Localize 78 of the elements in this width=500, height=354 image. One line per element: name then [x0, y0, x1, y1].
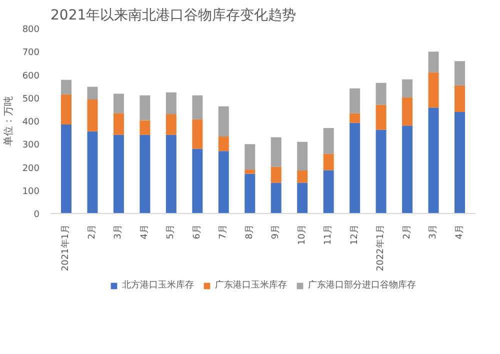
x-tick-label: 4月	[454, 224, 465, 240]
bar	[402, 126, 413, 214]
bar	[218, 106, 229, 136]
x-tick-label: 5月	[166, 224, 176, 240]
bar	[428, 52, 439, 72]
bar	[376, 130, 386, 214]
x-tick-label: 12月	[350, 224, 360, 245]
bar	[350, 122, 360, 214]
bar	[192, 95, 203, 120]
bar	[166, 114, 176, 135]
bar	[454, 85, 466, 112]
bar	[60, 124, 72, 214]
bar	[402, 79, 413, 98]
bar	[244, 144, 256, 170]
bar	[218, 151, 229, 214]
bar	[192, 119, 203, 149]
bar	[454, 61, 466, 86]
x-tick-label: 2022年1月	[375, 224, 386, 272]
y-axis-title: 单位：万吨	[2, 96, 14, 146]
bar	[297, 170, 308, 183]
x-tick-label: 6月	[192, 224, 202, 240]
x-tick-label: 11月	[324, 224, 334, 245]
bar	[192, 148, 203, 214]
bar	[140, 95, 150, 120]
bar	[113, 134, 124, 214]
x-tick-label: 4月	[140, 224, 150, 240]
bar	[87, 131, 98, 214]
bar	[323, 128, 334, 154]
y-tick-label: 800	[22, 25, 40, 35]
bar	[87, 99, 98, 132]
bar	[218, 136, 229, 152]
y-tick-label: 500	[22, 94, 40, 104]
y-tick-label: 600	[22, 71, 40, 82]
bar	[454, 112, 466, 214]
bar	[428, 72, 439, 108]
bar	[323, 170, 334, 214]
bar	[270, 182, 282, 214]
x-tick-label: 2月	[402, 224, 412, 240]
bar	[60, 94, 72, 124]
y-tick-label: 0	[34, 210, 40, 220]
x-tick-label: 7月	[218, 224, 229, 240]
x-tick-label: 8月	[244, 224, 255, 240]
bar	[350, 88, 360, 114]
y-tick-label: 200	[22, 164, 40, 174]
legend-label: 北方港口玉米库存	[122, 279, 194, 292]
bar	[166, 134, 176, 214]
x-tick-label: 2021年1月	[60, 224, 72, 272]
bar	[402, 97, 413, 126]
bar	[244, 170, 256, 174]
bar	[297, 142, 308, 170]
y-tick-label: 100	[22, 186, 40, 197]
x-tick-label: 3月	[114, 224, 124, 240]
y-tick-label: 700	[22, 48, 40, 58]
bar	[140, 120, 150, 135]
bar	[113, 94, 124, 114]
bar	[244, 174, 256, 214]
x-tick-label: 10月	[297, 224, 308, 245]
x-tick-label: 2月	[87, 224, 98, 240]
bar	[376, 82, 386, 105]
bar	[270, 166, 282, 183]
bar	[140, 134, 150, 214]
legend-label: 广东港口部分进口谷物库存	[308, 279, 416, 292]
bar	[428, 108, 439, 214]
bar	[87, 86, 98, 100]
y-tick-label: 400	[22, 118, 40, 128]
bar	[270, 137, 282, 167]
bar	[297, 182, 308, 214]
legend-label: 广东港口玉米库存	[215, 279, 287, 292]
y-tick-label: 300	[22, 140, 40, 151]
x-tick-label: 9月	[271, 224, 282, 240]
chart-title: 2021年以来南北港口谷物库存变化趋势	[50, 8, 296, 24]
bar	[323, 154, 334, 170]
bar	[60, 80, 72, 94]
bar	[166, 92, 176, 114]
bar	[376, 104, 386, 130]
bar	[113, 113, 124, 135]
bar	[350, 113, 360, 123]
x-tick-label: 3月	[428, 224, 439, 240]
